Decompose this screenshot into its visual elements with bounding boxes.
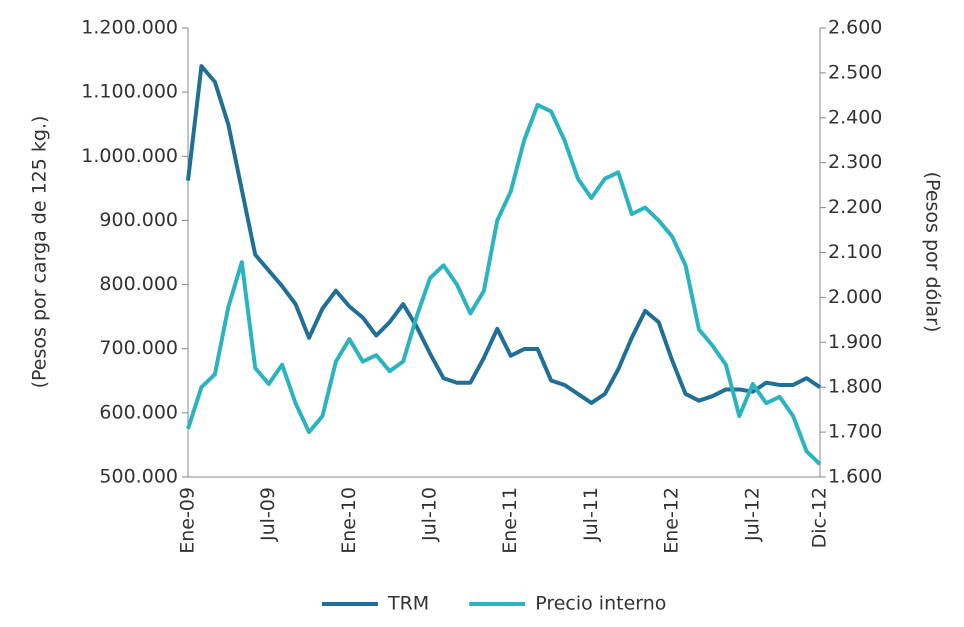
x-tick-label: Jul-10 xyxy=(419,487,441,542)
y2-tick-label: 2.200 xyxy=(828,196,882,218)
series-line xyxy=(186,64,822,405)
x-tick-label: Ene-11 xyxy=(499,487,521,554)
y-tick-label: 600.000 xyxy=(99,401,178,423)
x-tick-label: Jul-11 xyxy=(580,487,602,542)
y2-tick-label: 1.900 xyxy=(828,331,882,353)
y2-tick-label: 1.700 xyxy=(828,421,882,443)
y2-tick-label: 2.300 xyxy=(828,151,882,173)
y-axis-label: (Pesos por carga de 125 kg.) xyxy=(29,116,51,389)
series-line xyxy=(186,102,822,466)
x-tick-label: Dic-12 xyxy=(809,487,831,548)
y2-tick-label: 2.400 xyxy=(828,106,882,128)
y-tick-label: 1.000.000 xyxy=(81,145,178,167)
x-tick-label: Jul-12 xyxy=(741,487,763,542)
y2-axis-label: (Pesos por dólar) xyxy=(922,172,944,333)
legend-label: TRM xyxy=(387,593,429,615)
y2-tick-label: 2.500 xyxy=(828,61,882,83)
y2-tick-label: 1.600 xyxy=(828,466,882,488)
y-tick-label: 700.000 xyxy=(99,337,178,359)
x-tick-label: Jul-09 xyxy=(257,487,279,542)
y-tick-label: 800.000 xyxy=(99,273,178,295)
y2-tick-label: 2.100 xyxy=(828,241,882,263)
y-tick-label: 1.100.000 xyxy=(81,81,178,103)
y-tick-label: 900.000 xyxy=(99,209,178,231)
y2-tick-label: 1.800 xyxy=(828,376,882,398)
x-tick-label: Ene-12 xyxy=(661,487,683,554)
y-tick-label: 1.200.000 xyxy=(81,17,178,39)
y2-tick-label: 2.000 xyxy=(828,286,882,308)
x-tick-label: Ene-09 xyxy=(177,487,199,554)
y-tick-label: 500.000 xyxy=(99,466,178,488)
y2-tick-label: 2.600 xyxy=(828,17,882,39)
legend-label: Precio interno xyxy=(535,593,666,615)
x-tick-label: Ene-10 xyxy=(338,487,360,554)
